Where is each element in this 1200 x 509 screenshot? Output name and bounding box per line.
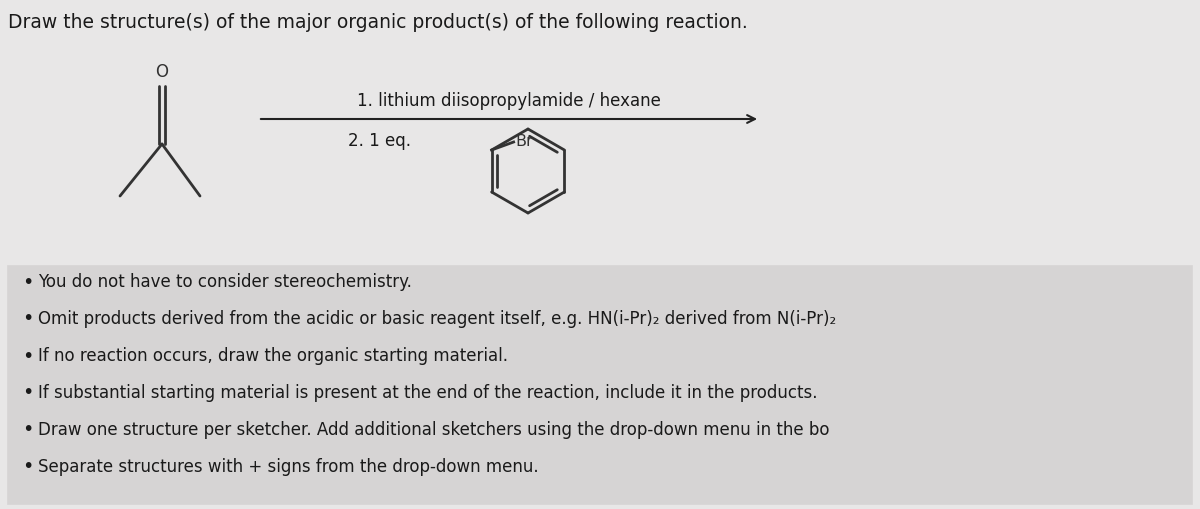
Text: You do not have to consider stereochemistry.: You do not have to consider stereochemis…	[38, 272, 412, 291]
Text: •: •	[22, 309, 34, 328]
Text: If substantial starting material is present at the end of the reaction, include : If substantial starting material is pres…	[38, 383, 817, 401]
Text: Omit products derived from the acidic or basic reagent itself, e.g. HN(i-Pr)₂ de: Omit products derived from the acidic or…	[38, 309, 836, 327]
Text: Br: Br	[516, 134, 533, 149]
Text: 1. lithium diisopropylamide / hexane: 1. lithium diisopropylamide / hexane	[358, 92, 661, 110]
Text: •: •	[22, 420, 34, 439]
Text: •: •	[22, 272, 34, 291]
Text: Draw one structure per sketcher. Add additional sketchers using the drop-down me: Draw one structure per sketcher. Add add…	[38, 420, 829, 438]
Text: If no reaction occurs, draw the organic starting material.: If no reaction occurs, draw the organic …	[38, 346, 508, 364]
Text: •: •	[22, 346, 34, 365]
Text: •: •	[22, 383, 34, 402]
Text: O: O	[156, 63, 168, 81]
Bar	[0, 0, 1200, 265]
Text: Draw the structure(s) of the major organic product(s) of the following reaction.: Draw the structure(s) of the major organ…	[8, 13, 748, 32]
Text: •: •	[22, 457, 34, 475]
Bar	[8, 267, 1192, 504]
Text: 2. 1 eq.: 2. 1 eq.	[348, 132, 410, 150]
Text: Separate structures with + signs from the drop-down menu.: Separate structures with + signs from th…	[38, 457, 539, 475]
